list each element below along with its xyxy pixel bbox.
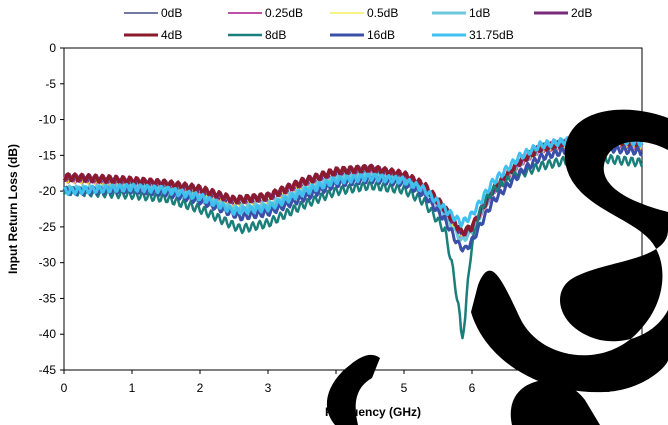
legend-item: 31.75dB [432,28,514,42]
x-tick-label: 5 [401,381,408,395]
y-axis: 0 -5 -10 -15 -20 -25 -30 -35 -40 -45 [39,41,64,377]
legend-item: 0dB [124,6,182,20]
black-overlay-shape [471,109,668,393]
foreground-shapes [326,109,668,425]
black-overlay-shape [326,354,380,425]
plot-area [63,47,643,371]
series-line-8dB [62,152,644,340]
legend-label: 0.25dB [265,6,303,20]
y-tick-label: -15 [39,148,57,162]
legend-item: 2dB [534,6,592,20]
x-tick-label: 6 [469,381,476,395]
legend-label: 8dB [265,28,286,42]
y-axis-label: Input Return Loss (dB) [6,144,20,274]
y-tick-label: -20 [39,184,57,198]
legend-label: 16dB [367,28,395,42]
legend-label: 0dB [161,6,182,20]
legend-label: 0.5dB [367,6,398,20]
legend-item: 0.5dB [330,6,398,20]
legend-label: 4dB [161,28,182,42]
y-tick-label: -35 [39,291,57,305]
x-tick-label: 2 [197,381,204,395]
series-line-31-75dB [63,132,644,228]
y-tick-label: -10 [39,113,57,127]
legend-item: 8dB [228,28,286,42]
chart-legend: 0dB 0.25dB 0.5dB 1dB 2dB 4dB 8dB 16dB 31.75dB [124,6,592,42]
series-lines [62,132,644,340]
black-overlay-shape [510,379,600,425]
x-tick-label: 3 [265,381,272,395]
y-tick-label: -25 [39,220,57,234]
legend-item: 1dB [432,6,490,20]
x-tick-label: 1 [129,381,136,395]
legend-label: 31.75dB [469,28,514,42]
y-tick-label: -40 [39,327,57,341]
legend-item: 0.25dB [228,6,303,20]
legend-label: 2dB [571,6,592,20]
y-tick-label: 0 [49,41,56,55]
legend-label: 1dB [469,6,490,20]
legend-item: 16dB [330,28,395,42]
y-tick-label: -30 [39,256,57,270]
x-tick-label: 0 [61,381,68,395]
legend-item: 4dB [124,28,182,42]
y-tick-label: -45 [39,363,57,377]
y-tick-label: -5 [45,77,56,91]
series-line-16dB [62,142,643,253]
